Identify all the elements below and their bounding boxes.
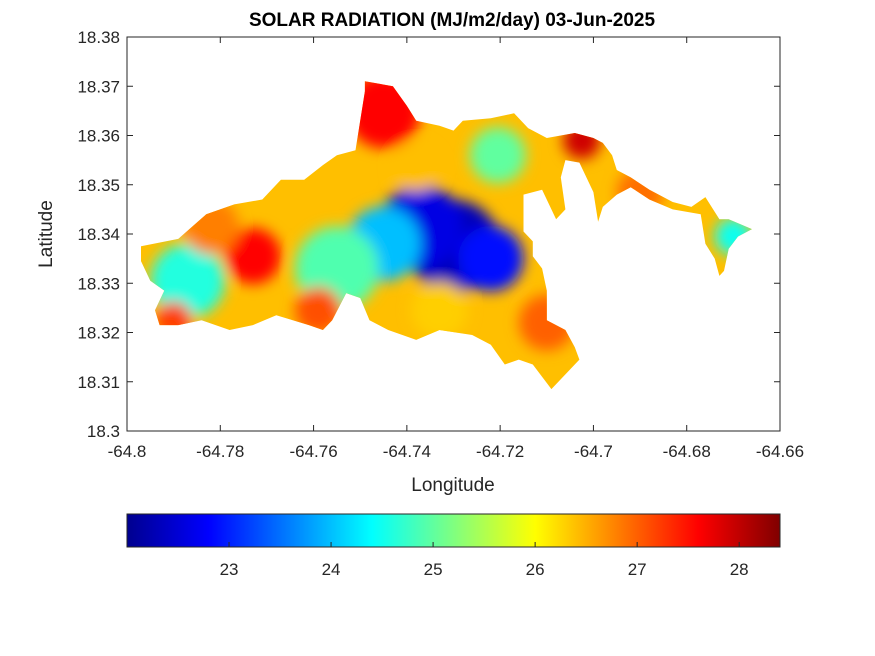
heatmap-cell-15	[411, 282, 468, 339]
y-tick-label: 18.3	[87, 422, 120, 441]
colorbar-tick-label: 23	[220, 560, 239, 579]
colorbar-tick-label: 27	[628, 560, 647, 579]
x-tick-label: -64.78	[196, 442, 244, 461]
colorbar-tick-label: 26	[526, 560, 545, 579]
heatmap-cell-9	[392, 144, 440, 191]
y-tick-label: 18.33	[77, 274, 120, 293]
y-axis: 18.3 18.31 18.32 18.33 18.34 18.35 18.36 18.37 1…	[77, 28, 780, 441]
x-axis-label: Longitude	[411, 475, 494, 496]
x-tick-label: -64.66	[756, 442, 804, 461]
x-tick-label: -64.72	[476, 442, 524, 461]
colorbar-ticks: 23 24 25 26 27 28	[220, 542, 749, 579]
y-tick-label: 18.36	[77, 127, 120, 146]
x-axis: -64.8 -64.78 -64.76 -64.74 -64.72 -64.7 -64.68…	[108, 37, 804, 461]
colorbar-tick-label: 28	[730, 560, 749, 579]
colorbar-tick-label: 25	[424, 560, 443, 579]
x-tick-label: -64.74	[383, 442, 431, 461]
y-tick-label: 18.38	[77, 28, 120, 47]
y-tick-label: 18.32	[77, 324, 120, 343]
heatmap-cell-16	[294, 287, 342, 334]
y-tick-label: 18.31	[77, 373, 120, 392]
chart-title: SOLAR RADIATION (MJ/m2/day) 03-Jun-2025	[249, 10, 656, 31]
x-tick-label: -64.7	[574, 442, 613, 461]
heatmap-cell-5	[150, 243, 225, 319]
x-tick-label: -64.8	[108, 442, 147, 461]
y-tick-label: 18.35	[77, 176, 120, 195]
heatmap-cell-10	[469, 127, 526, 184]
colorbar-tick-label: 24	[322, 560, 341, 579]
colorbar	[126, 513, 781, 548]
x-tick-label: -64.76	[289, 442, 337, 461]
heatmap-cell-6	[224, 228, 281, 285]
y-tick-label: 18.34	[77, 225, 120, 244]
x-tick-label: -64.68	[663, 442, 711, 461]
y-tick-label: 18.37	[77, 77, 120, 96]
heatmap-cell-2	[458, 225, 524, 292]
y-axis-label: Latitude	[36, 200, 57, 268]
